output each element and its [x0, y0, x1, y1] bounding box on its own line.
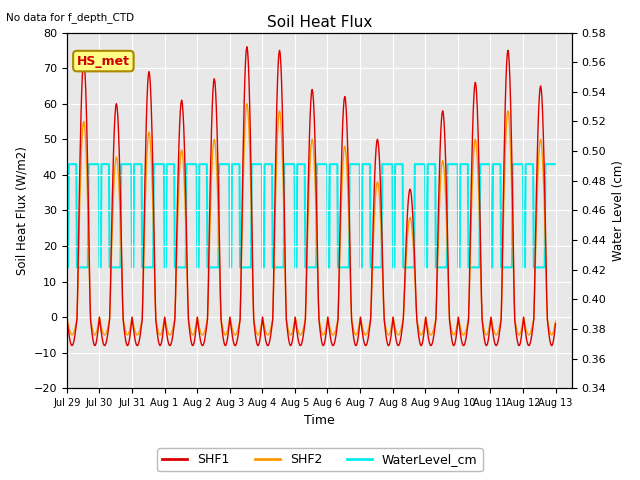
X-axis label: Time: Time — [304, 414, 335, 427]
Text: No data for f_depth_CTD: No data for f_depth_CTD — [6, 12, 134, 23]
Y-axis label: Water Level (cm): Water Level (cm) — [612, 160, 625, 261]
Y-axis label: Soil Heat Flux (W/m2): Soil Heat Flux (W/m2) — [15, 146, 28, 275]
Legend: SHF1, SHF2, WaterLevel_cm: SHF1, SHF2, WaterLevel_cm — [157, 448, 483, 471]
Title: Soil Heat Flux: Soil Heat Flux — [267, 15, 372, 30]
Text: HS_met: HS_met — [77, 55, 130, 68]
